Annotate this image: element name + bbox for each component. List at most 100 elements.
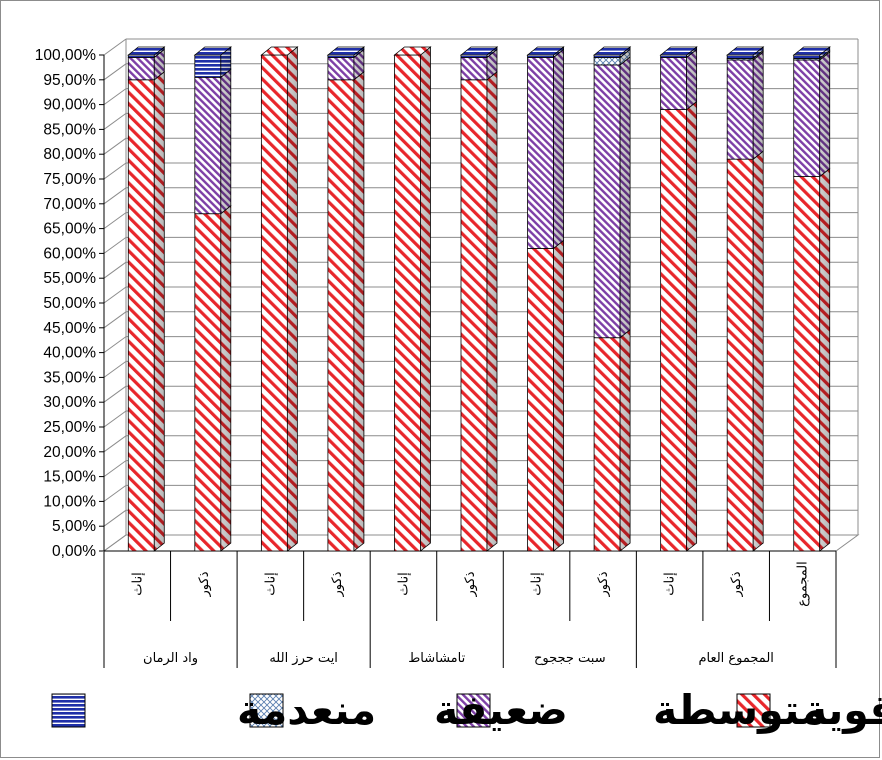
group-label: واد الرمان bbox=[143, 651, 198, 666]
y-tick-label: 20,00% bbox=[43, 444, 96, 461]
bar-segment-shade bbox=[487, 49, 497, 80]
gridline-side bbox=[103, 286, 127, 304]
y-tick-label: 0,00% bbox=[52, 543, 96, 560]
bar-segment bbox=[793, 59, 821, 177]
bar-segment-shade bbox=[154, 49, 165, 80]
x-axis-category-labels: إناث ذكور إناث ذكور إناث ذكور إناث ذكور إناث ذكور… bbox=[103, 551, 837, 668]
group-label: تامشاشاط bbox=[408, 651, 465, 666]
gridline-side bbox=[103, 88, 127, 106]
bar-segment bbox=[260, 54, 288, 552]
bar-stack bbox=[260, 46, 299, 552]
bar-segment-shade bbox=[353, 49, 364, 80]
gridline-side bbox=[103, 460, 127, 478]
y-tick-label: 45,00% bbox=[43, 320, 96, 337]
y-tick-label: 75,00% bbox=[43, 171, 96, 188]
legend-swatch bbox=[456, 693, 491, 728]
gridline-side bbox=[103, 484, 127, 502]
gridline-side bbox=[103, 187, 127, 205]
legend-swatch bbox=[249, 693, 284, 728]
bar-segment-shade bbox=[753, 151, 764, 551]
y-tick-label: 25,00% bbox=[43, 419, 96, 436]
bar-segment-shade bbox=[353, 47, 364, 58]
y-axis-tick-labels: 0,00% 5,00% 10,00% 15,00% 20,00% 25,00% 30,00%… bbox=[35, 47, 96, 560]
bar-segment-shade bbox=[487, 47, 497, 58]
bar-segment bbox=[194, 213, 222, 552]
bar-segment-shade bbox=[686, 101, 697, 551]
bar-segment bbox=[726, 158, 754, 552]
bar-segment-shade bbox=[819, 47, 830, 59]
group-label: ايت حرز الله bbox=[269, 651, 338, 666]
bar-top bbox=[127, 46, 166, 56]
group-label: المجموع العام bbox=[698, 651, 773, 666]
category-label: إناث bbox=[530, 572, 545, 595]
gridline-side bbox=[103, 162, 127, 180]
bar-segment bbox=[194, 76, 222, 215]
bar-top bbox=[393, 46, 432, 56]
bar-segment bbox=[660, 109, 688, 552]
bar-segment bbox=[593, 64, 621, 339]
y-tick-label: 35,00% bbox=[43, 369, 96, 386]
bar-stack bbox=[526, 46, 565, 552]
y-tick-label: 80,00% bbox=[43, 146, 96, 163]
bar-segment-shade bbox=[154, 71, 165, 552]
bar-segment-shade bbox=[686, 47, 697, 58]
category-label: ذكور bbox=[330, 571, 345, 597]
y-tick-label: 55,00% bbox=[43, 270, 96, 287]
y-tick-label: 40,00% bbox=[43, 345, 96, 362]
bar-segment-shade bbox=[220, 205, 231, 551]
bar-segment bbox=[327, 57, 355, 81]
bar-segment-shade bbox=[620, 47, 631, 58]
gridline-side bbox=[103, 410, 127, 428]
bar-segment bbox=[726, 59, 754, 160]
bar-segment-shade bbox=[487, 71, 497, 552]
bar-segment-shade bbox=[220, 69, 231, 214]
bar-stack bbox=[193, 46, 232, 552]
bar-top bbox=[193, 46, 232, 56]
bar-segment-shade bbox=[620, 56, 631, 338]
y-tick-label: 65,00% bbox=[43, 221, 96, 238]
bar-segment bbox=[460, 79, 488, 552]
bar-segment bbox=[127, 57, 155, 81]
gridline-side bbox=[103, 385, 127, 403]
legend-label: قوية bbox=[803, 686, 882, 734]
legend-label: ضعيفة bbox=[434, 686, 568, 734]
bar-segment bbox=[793, 176, 821, 552]
gridline-side bbox=[103, 63, 127, 81]
y-tick-label: 30,00% bbox=[43, 394, 96, 411]
category-label: المجموع bbox=[796, 561, 811, 606]
bar-segment-shade bbox=[553, 240, 564, 551]
bar-stack bbox=[127, 46, 166, 552]
y-tick-label: 70,00% bbox=[43, 196, 96, 213]
category-label: إناث bbox=[396, 572, 411, 595]
bar-top bbox=[592, 46, 632, 56]
y-tick-label: 100,00% bbox=[35, 47, 96, 64]
group-label: سبت جججوح bbox=[534, 651, 606, 666]
y-tick-label: 85,00% bbox=[43, 121, 96, 138]
bar-segment bbox=[593, 337, 621, 552]
gridline-side bbox=[103, 311, 127, 329]
legend-swatch bbox=[736, 693, 771, 728]
bar-segment bbox=[593, 57, 621, 66]
bar-stack bbox=[792, 46, 831, 552]
bar-stack bbox=[592, 46, 632, 552]
gridline-side bbox=[103, 261, 127, 279]
bar-segment-shade bbox=[287, 47, 298, 551]
bar-segment bbox=[793, 54, 821, 59]
category-label: إناث bbox=[263, 572, 278, 595]
gridline-side bbox=[103, 509, 127, 527]
bar-segment-shade bbox=[819, 51, 830, 177]
category-label: إناث bbox=[130, 572, 145, 595]
bar-top bbox=[726, 46, 765, 56]
y-tick-label: 90,00% bbox=[43, 97, 96, 114]
bar-segment-shade bbox=[620, 329, 631, 551]
bar-top bbox=[326, 46, 366, 56]
gridline-side bbox=[103, 360, 127, 378]
bar-segment-shade bbox=[819, 168, 830, 551]
bar-segment bbox=[527, 248, 554, 552]
bar-segment bbox=[394, 54, 421, 552]
bar-stack bbox=[459, 46, 499, 552]
bar-stack bbox=[726, 46, 765, 552]
bar-top bbox=[459, 46, 499, 56]
